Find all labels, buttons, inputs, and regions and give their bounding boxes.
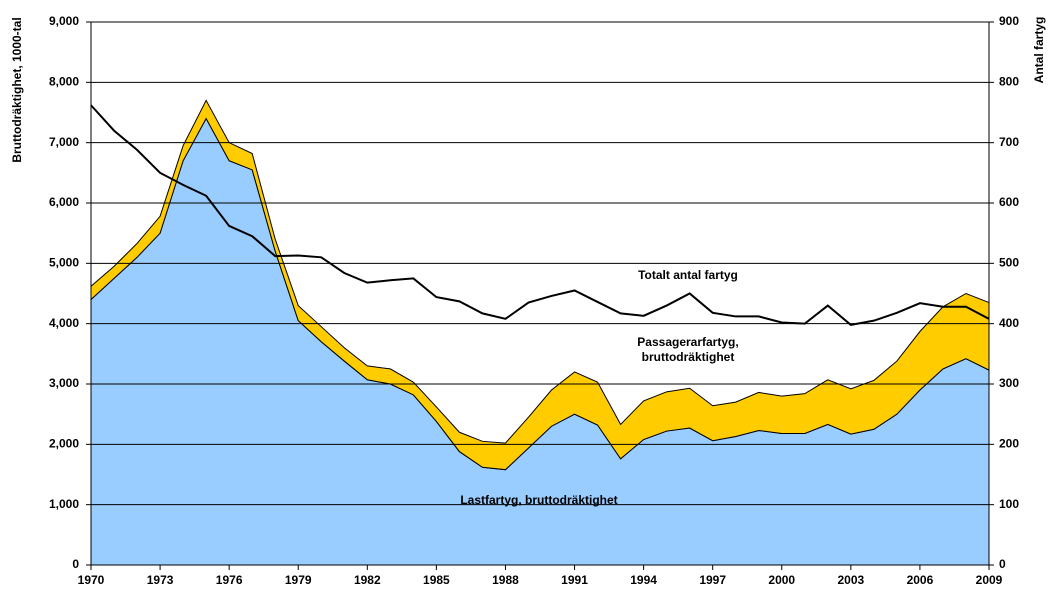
y2-tick-label: 700	[999, 135, 1019, 149]
y-tick-label: 8,000	[49, 75, 79, 89]
x-tick-label: 1979	[285, 573, 312, 587]
y-tick-label: 9,000	[49, 14, 79, 28]
y-axis-label: Bruttodräktighet, 1000-tal	[10, 17, 24, 162]
line	[90, 104, 990, 326]
x-tick-label: 2009	[976, 573, 1003, 587]
x-tick-label: 2006	[907, 573, 934, 587]
x-tick-label: 1982	[354, 573, 381, 587]
y2-tick-label: 900	[999, 14, 1019, 28]
annotation: Passagerarfartyg,	[637, 335, 738, 349]
y2-tick-label: 400	[999, 316, 1019, 330]
y-tick-label: 2,000	[49, 437, 79, 451]
annotation: Lastfartyg, bruttodräktighet	[460, 493, 617, 507]
y-tick-label: 3,000	[49, 376, 79, 390]
y-tick-label: 6,000	[49, 195, 79, 209]
x-tick-label: 1991	[561, 573, 588, 587]
y-tick-label: 1,000	[49, 497, 79, 511]
x-tick-label: 1973	[147, 573, 174, 587]
x-tick-label: 1976	[216, 573, 243, 587]
y2-tick-label: 600	[999, 195, 1019, 209]
x-tick-label: 1970	[78, 573, 105, 587]
y2-tick-label: 300	[999, 376, 1019, 390]
y-tick-label: 0	[72, 557, 79, 571]
y-tick-label: 5,000	[49, 256, 79, 270]
annotation: bruttodräktighet	[642, 350, 735, 364]
y2-tick-label: 500	[999, 256, 1019, 270]
y2-tick-label: 800	[999, 75, 1019, 89]
x-tick-label: 2000	[768, 573, 795, 587]
x-tick-label: 1988	[492, 573, 519, 587]
y-tick-label: 4,000	[49, 316, 79, 330]
y-tick-label: 7,000	[49, 135, 79, 149]
y2-tick-label: 200	[999, 437, 1019, 451]
x-tick-label: 1994	[630, 573, 657, 587]
y2-axis-label: Antal fartyg	[1032, 17, 1046, 84]
x-tick-label: 1997	[699, 573, 726, 587]
y2-tick-label: 100	[999, 497, 1019, 511]
y2-tick-label: 0	[999, 557, 1006, 571]
x-tick-label: 1985	[423, 573, 450, 587]
annotation: Totalt antal fartyg	[638, 268, 738, 282]
x-tick-label: 2003	[837, 573, 864, 587]
